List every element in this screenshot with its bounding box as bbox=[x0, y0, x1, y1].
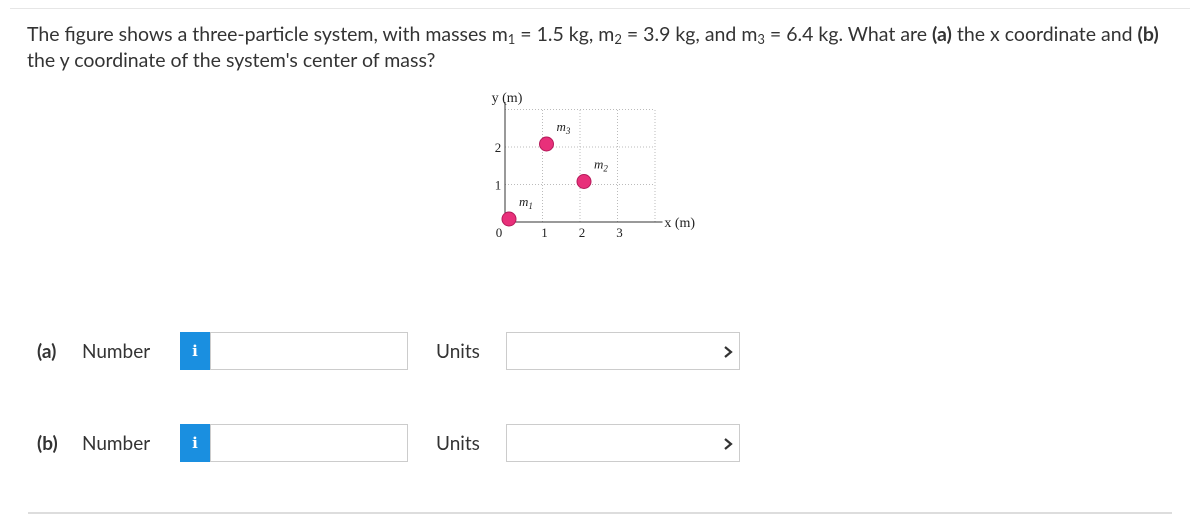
tick-label: 0 bbox=[496, 225, 503, 240]
units-label: Units bbox=[436, 340, 480, 363]
question-text: The figure shows a three-particle system… bbox=[27, 23, 508, 46]
divider bbox=[10, 8, 1190, 9]
subscript: 2 bbox=[614, 31, 622, 47]
info-button[interactable]: i bbox=[180, 424, 210, 462]
question-text: the y coordinate of the system's center … bbox=[27, 49, 436, 72]
particle bbox=[576, 174, 592, 189]
divider bbox=[28, 512, 1172, 514]
question-text: = 6.4 kg. What are bbox=[764, 23, 932, 46]
part-label: (a) bbox=[932, 23, 952, 46]
subscript: 1 bbox=[528, 201, 533, 211]
subscript: 3 bbox=[757, 31, 765, 47]
label: m bbox=[519, 194, 528, 209]
particle bbox=[501, 211, 517, 227]
tick-label: 2 bbox=[495, 140, 502, 155]
axis-label: x (m) bbox=[664, 216, 695, 231]
units-select[interactable] bbox=[506, 332, 740, 370]
question-text: = 1.5 kg, m bbox=[515, 23, 615, 46]
part-label: (b) bbox=[1137, 23, 1159, 46]
number-input[interactable] bbox=[210, 332, 408, 370]
answer-row: (a) Number i Units bbox=[0, 331, 760, 371]
number-input[interactable] bbox=[210, 424, 408, 462]
particle-label: m2 bbox=[594, 157, 608, 174]
particle-label: m3 bbox=[557, 119, 571, 136]
label: m bbox=[594, 157, 603, 172]
part-label: (b) bbox=[37, 432, 58, 455]
chevron bbox=[724, 438, 733, 450]
units-select[interactable] bbox=[506, 424, 740, 462]
particle bbox=[539, 136, 554, 152]
tick-label: 1 bbox=[495, 178, 502, 193]
info-button[interactable]: i bbox=[180, 332, 210, 370]
field-label: Number bbox=[82, 432, 151, 455]
chevron bbox=[724, 346, 733, 358]
part-label: (a) bbox=[37, 340, 57, 363]
units-label: Units bbox=[436, 432, 480, 455]
answer-row: (b) Number i Units bbox=[0, 423, 760, 463]
field-label: Number bbox=[82, 340, 151, 363]
subscript: 1 bbox=[507, 31, 516, 47]
axis-label: y (m) bbox=[492, 91, 523, 106]
question-text: = 3.9 kg, and m bbox=[621, 23, 758, 46]
tick-label: 2 bbox=[579, 225, 586, 240]
tick-label: 1 bbox=[541, 225, 548, 240]
question: The figure shows a three-particle system… bbox=[27, 22, 1167, 74]
label: m bbox=[557, 119, 566, 134]
tick-label: 3 bbox=[616, 225, 623, 240]
particle-label: m1 bbox=[519, 194, 533, 211]
subscript: 2 bbox=[603, 164, 608, 174]
question-text: the x coordinate and bbox=[951, 23, 1138, 46]
subscript: 3 bbox=[565, 126, 571, 136]
